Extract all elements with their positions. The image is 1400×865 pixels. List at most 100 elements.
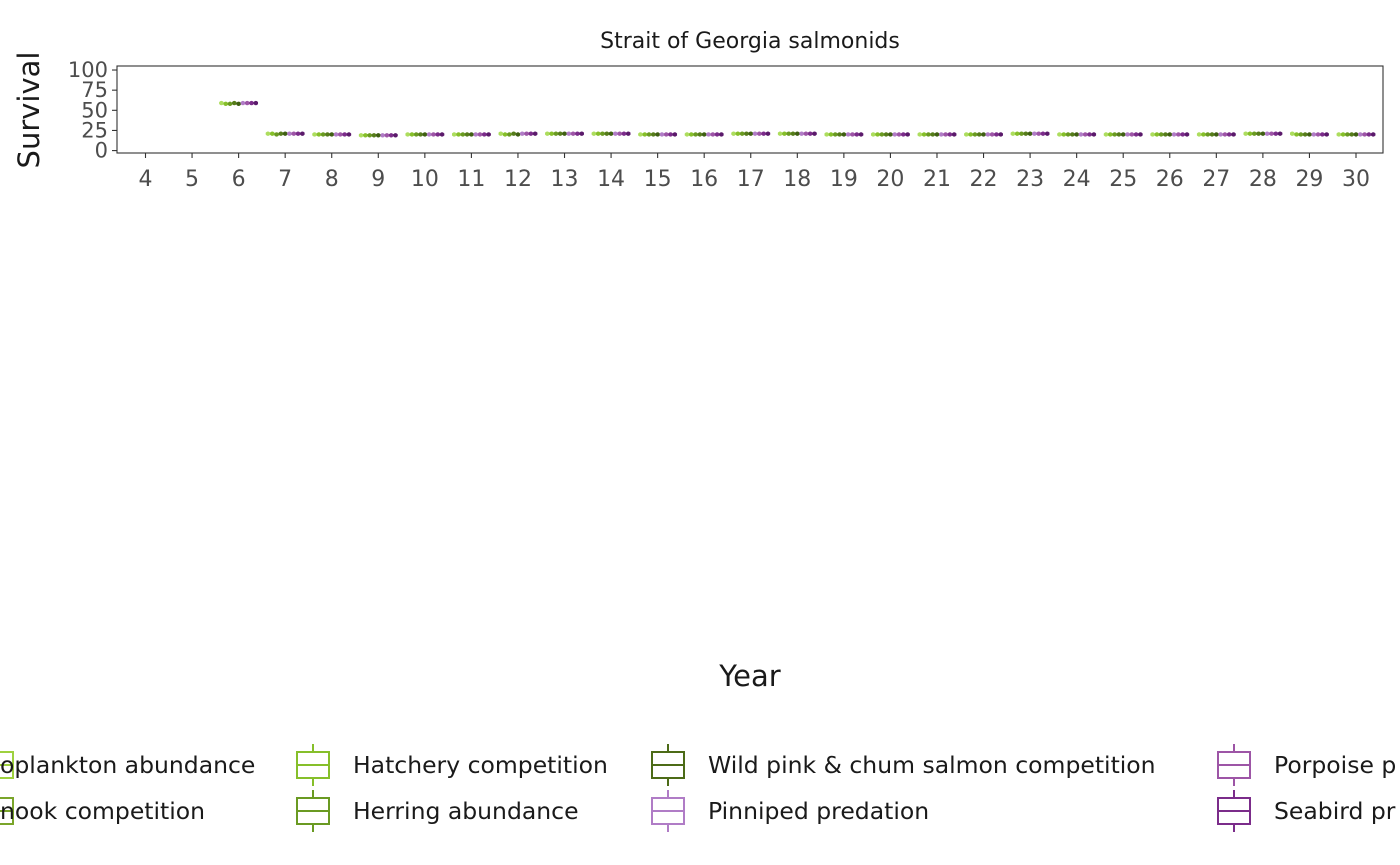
data-point <box>1201 132 1206 137</box>
y-tick-label: 50 <box>81 98 108 122</box>
data-point <box>917 132 922 137</box>
data-point <box>977 132 982 137</box>
data-point <box>1371 132 1376 137</box>
data-point <box>579 131 584 136</box>
data-point <box>1171 132 1177 137</box>
data-point <box>998 132 1003 137</box>
data-point <box>684 132 690 137</box>
data-point <box>1163 132 1168 137</box>
x-tick-label: 26 <box>1156 167 1184 192</box>
data-point <box>1167 132 1172 137</box>
legend-label: oplankton abundance <box>0 751 255 779</box>
data-point <box>316 132 322 137</box>
data-point <box>1358 132 1363 137</box>
data-point <box>219 100 224 106</box>
data-point <box>1273 131 1278 136</box>
data-point <box>896 132 902 137</box>
data-point <box>871 132 876 137</box>
legend-label: nook competition <box>0 797 205 825</box>
data-point <box>418 132 423 137</box>
data-point <box>566 131 572 136</box>
legend-item: Herring abundance <box>296 790 579 832</box>
data-point <box>1227 132 1232 137</box>
data-point <box>270 131 275 136</box>
data-point <box>482 132 487 137</box>
data-point <box>841 132 847 137</box>
data-point <box>1133 132 1139 137</box>
data-point <box>833 132 838 137</box>
data-point <box>1222 132 1228 137</box>
legend-label: Pinniped predation <box>708 797 929 825</box>
data-point <box>1158 132 1164 137</box>
data-point <box>1256 131 1261 136</box>
data-point <box>405 132 410 137</box>
x-tick-label: 20 <box>876 167 904 192</box>
x-tick-label: 19 <box>830 167 858 192</box>
data-point <box>236 101 241 107</box>
x-tick-label: 8 <box>325 167 339 192</box>
data-point <box>232 100 237 106</box>
data-point <box>854 132 859 137</box>
data-point <box>1103 132 1109 137</box>
data-point <box>1112 132 1117 137</box>
x-tick-label: 17 <box>737 167 765 192</box>
data-point <box>901 132 906 137</box>
data-point <box>672 132 678 137</box>
data-point <box>883 132 889 137</box>
data-point <box>1324 132 1329 137</box>
data-point <box>1345 132 1350 137</box>
x-tick-label: 25 <box>1109 167 1137 192</box>
data-point <box>752 131 758 136</box>
data-point <box>714 132 720 137</box>
data-point <box>808 131 813 136</box>
data-point <box>651 132 656 137</box>
data-point <box>1277 131 1283 136</box>
data-point <box>388 133 394 138</box>
data-point <box>1362 132 1367 137</box>
data-point <box>473 132 478 137</box>
data-point <box>371 133 377 138</box>
data-point <box>245 100 250 106</box>
data-point <box>600 131 605 136</box>
data-point <box>1045 131 1050 136</box>
data-point <box>693 132 698 137</box>
data-point <box>981 132 986 137</box>
data-point <box>333 132 339 137</box>
data-point <box>790 131 796 136</box>
data-point <box>376 133 381 138</box>
data-point <box>460 132 466 137</box>
data-point <box>1176 132 1181 137</box>
data-point <box>845 132 851 137</box>
data-point <box>1091 132 1097 137</box>
data-point <box>477 132 483 137</box>
data-point <box>786 131 791 136</box>
x-tick-label: 10 <box>411 167 439 192</box>
data-point <box>621 131 627 136</box>
data-point <box>287 131 292 136</box>
legend-label: Porpoise p <box>1274 751 1396 779</box>
data-point <box>1307 132 1312 137</box>
data-point <box>1196 132 1202 137</box>
data-point <box>435 132 440 137</box>
data-point <box>828 132 834 137</box>
data-point <box>426 132 432 137</box>
data-point <box>943 132 948 137</box>
legend-label: Hatchery competition <box>353 751 608 779</box>
data-point <box>312 132 317 137</box>
data-point <box>409 132 415 137</box>
data-point <box>1336 132 1342 137</box>
x-axis: 4 5 6 7 8 9 10 11 12 13 14 15 16 17 18 19 20 21 22 23 24 25 26… <box>139 153 1370 192</box>
x-tick-label: 14 <box>597 167 625 192</box>
legend-item: Porpoise p <box>1217 744 1396 786</box>
data-point <box>1290 131 1295 136</box>
data-point <box>1349 132 1354 137</box>
data-point <box>1083 132 1088 137</box>
data-point <box>604 131 609 136</box>
data-point <box>706 132 711 137</box>
data-point <box>710 132 715 137</box>
data-point <box>1070 132 1075 137</box>
data-point <box>837 132 842 137</box>
x-tick-label: 23 <box>1016 167 1044 192</box>
